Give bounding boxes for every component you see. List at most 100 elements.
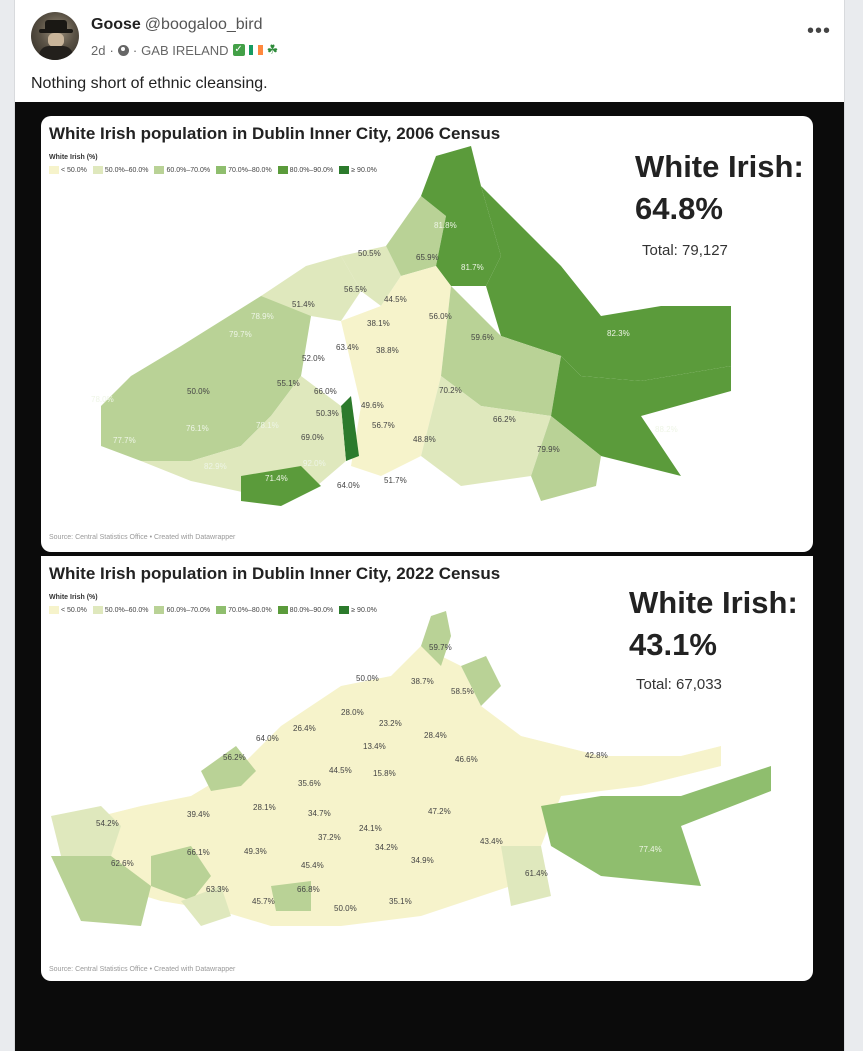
region-value-label-2006: 66.2% bbox=[493, 415, 516, 424]
legend-item: 80.0%–90.0% bbox=[289, 606, 334, 614]
legend-label-2022: White Irish (%) bbox=[49, 594, 98, 601]
legend-item: < 50.0% bbox=[61, 166, 87, 174]
shamrock-icon: ☘ bbox=[266, 42, 279, 57]
region-value-label-2006: 56.7% bbox=[372, 421, 395, 430]
region-value-label-2006: 50.5% bbox=[358, 249, 381, 258]
legend-swatch bbox=[216, 606, 227, 614]
region-value-label-2022: 24.1% bbox=[359, 824, 382, 833]
legend-swatch bbox=[154, 166, 165, 174]
region-value-label-2022: 45.7% bbox=[252, 897, 275, 906]
region-value-label-2022: 54.2% bbox=[96, 819, 119, 828]
region-south-green bbox=[271, 881, 311, 911]
legend-2006: < 50.0% 50.0%–60.0% 60.0%–70.0% 70.0%–80… bbox=[49, 166, 377, 174]
legend-item: 60.0%–70.0% bbox=[166, 166, 211, 174]
stat-label-2006: White Irish: bbox=[635, 149, 804, 184]
region-south-east2 bbox=[531, 416, 601, 501]
region-value-label-2006: 56.5% bbox=[344, 285, 367, 294]
region-value-label-2022: 66.1% bbox=[187, 848, 210, 857]
region-northeast-top bbox=[421, 146, 481, 216]
region-center-light bbox=[341, 266, 451, 476]
region-value-label-2006: 71.4% bbox=[265, 474, 288, 483]
region-value-label-2022: 62.6% bbox=[111, 859, 134, 868]
legend-item: ≥ 90.0% bbox=[351, 166, 377, 174]
region-value-label-2022: 56.2% bbox=[223, 753, 246, 762]
group-name[interactable]: GAB IRELAND bbox=[141, 42, 229, 58]
total-2022: Total: 67,033 bbox=[636, 676, 722, 693]
handle[interactable]: @boogaloo_bird bbox=[144, 16, 263, 33]
avatar[interactable] bbox=[31, 12, 79, 60]
legend-swatch bbox=[277, 606, 288, 614]
author-names: Goose @boogaloo_bird bbox=[91, 16, 262, 34]
region-value-label-2022: 39.4% bbox=[187, 810, 210, 819]
region-north-right bbox=[461, 656, 501, 706]
region-value-label-2022: 23.2% bbox=[379, 719, 402, 728]
legend-item: < 50.0% bbox=[61, 606, 87, 614]
region-value-label-2022: 34.9% bbox=[411, 856, 434, 865]
legend-swatch bbox=[154, 606, 165, 614]
region-value-label-2006: 51.4% bbox=[292, 300, 315, 309]
region-value-label-2006: 82.9% bbox=[204, 462, 227, 471]
region-value-label-2022: 42.8% bbox=[585, 751, 608, 760]
legend-item: 50.0%–60.0% bbox=[104, 166, 149, 174]
post-card: Goose @boogaloo_bird 2d · · GAB IRELAND ✓… bbox=[14, 0, 845, 1051]
stat-block-2006: White Irish: 64.8% bbox=[635, 146, 804, 230]
region-value-label-2006: 64.0% bbox=[337, 481, 360, 490]
more-options-button[interactable]: ••• bbox=[806, 20, 831, 42]
region-value-label-2006: 63.4% bbox=[336, 343, 359, 352]
region-value-label-2006: 77.7% bbox=[113, 436, 136, 445]
region-east-b bbox=[501, 846, 551, 906]
region-value-label-2022: 77.4% bbox=[639, 845, 662, 854]
region-west-a bbox=[201, 746, 256, 791]
region-bay-strip bbox=[551, 356, 731, 476]
region-north-b bbox=[341, 246, 401, 306]
region-value-label-2022: 38.7% bbox=[411, 677, 434, 686]
region-value-label-2006: 49.6% bbox=[361, 401, 384, 410]
region-center-dark bbox=[341, 396, 359, 461]
region-value-label-2022: 49.3% bbox=[244, 847, 267, 856]
region-value-label-2006: 56.0% bbox=[429, 312, 452, 321]
legend-swatch bbox=[49, 606, 59, 614]
legend-swatch bbox=[92, 166, 103, 174]
stat-label-2022: White Irish: bbox=[629, 585, 798, 620]
region-northeast-b bbox=[436, 186, 501, 286]
legend-item: 80.0%–90.0% bbox=[289, 166, 334, 174]
map-panel-2006: 81.8% 50.5% 65.9% 81.7% 56.5% 44.5% 56.0% 51.4%… bbox=[41, 116, 813, 552]
region-value-label-2022: 28.0% bbox=[341, 708, 364, 717]
region-northeast-a bbox=[386, 196, 446, 276]
map-title-2006: White Irish population in Dublin Inner C… bbox=[49, 124, 501, 143]
post-image[interactable]: 81.8% 50.5% 65.9% 81.7% 56.5% 44.5% 56.0% 51.4%… bbox=[15, 102, 844, 1051]
total-2006: Total: 79,127 bbox=[642, 242, 728, 259]
map-title-2022: White Irish population in Dublin Inner C… bbox=[49, 564, 501, 583]
region-east-long bbox=[541, 766, 771, 886]
dublin-map-2006: 81.8% 50.5% 65.9% 81.7% 56.5% 44.5% 56.0% 51.4%… bbox=[91, 146, 731, 506]
region-value-label-2006: 48.8% bbox=[413, 435, 436, 444]
legend-swatch bbox=[49, 166, 59, 174]
region-value-label-2022: 26.4% bbox=[293, 724, 316, 733]
region-southwest-b bbox=[151, 846, 211, 901]
map-regions-2022 bbox=[51, 611, 771, 926]
timestamp[interactable]: 2d bbox=[91, 42, 106, 58]
meta-separator: · bbox=[132, 42, 138, 58]
region-value-label-2006: 81.8% bbox=[434, 221, 457, 230]
region-value-label-2022: 45.4% bbox=[301, 861, 324, 870]
region-value-label-2022: 28.1% bbox=[253, 803, 276, 812]
region-value-label-2022: 35.1% bbox=[389, 897, 412, 906]
stat-value-2022: 43.1% bbox=[629, 627, 717, 662]
region-value-label-2006: 55.1% bbox=[277, 379, 300, 388]
stat-value-2006: 64.8% bbox=[635, 191, 723, 226]
region-east-mid bbox=[441, 286, 561, 416]
stat-block-2022: White Irish: 43.1% bbox=[629, 582, 798, 666]
region-value-label-2006: 92.0% bbox=[303, 459, 326, 468]
post-header: Goose @boogaloo_bird 2d · · GAB IRELAND ✓… bbox=[31, 12, 831, 62]
region-value-label-2022: 35.6% bbox=[298, 779, 321, 788]
display-name[interactable]: Goose bbox=[91, 16, 141, 33]
region-value-label-2006: 44.5% bbox=[384, 295, 407, 304]
region-value-label-2022: 58.5% bbox=[451, 687, 474, 696]
region-south-dark bbox=[241, 466, 321, 506]
region-value-label-2006: 81.7% bbox=[461, 263, 484, 272]
legend-label-2006: White Irish (%) bbox=[49, 154, 98, 161]
region-value-label-2022: 43.4% bbox=[480, 837, 503, 846]
region-value-label-2022: 34.7% bbox=[308, 809, 331, 818]
legend-swatch bbox=[277, 166, 288, 174]
legend-item: 70.0%–80.0% bbox=[228, 606, 272, 614]
